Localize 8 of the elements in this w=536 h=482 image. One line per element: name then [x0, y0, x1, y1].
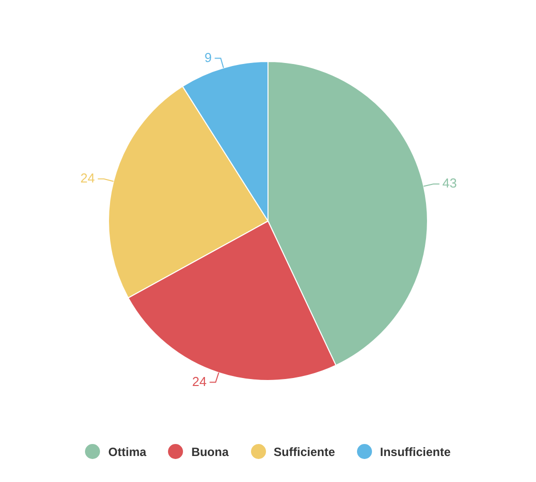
- legend-label: Buona: [191, 444, 229, 458]
- data-label: 24: [80, 170, 95, 186]
- legend-label: Sufficiente: [274, 444, 335, 458]
- data-label: 9: [204, 50, 212, 65]
- legend-label: Insufficiente: [380, 444, 451, 458]
- legend-label: Ottima: [108, 444, 146, 458]
- data-label: 24: [192, 374, 207, 389]
- data-label: 43: [442, 176, 457, 191]
